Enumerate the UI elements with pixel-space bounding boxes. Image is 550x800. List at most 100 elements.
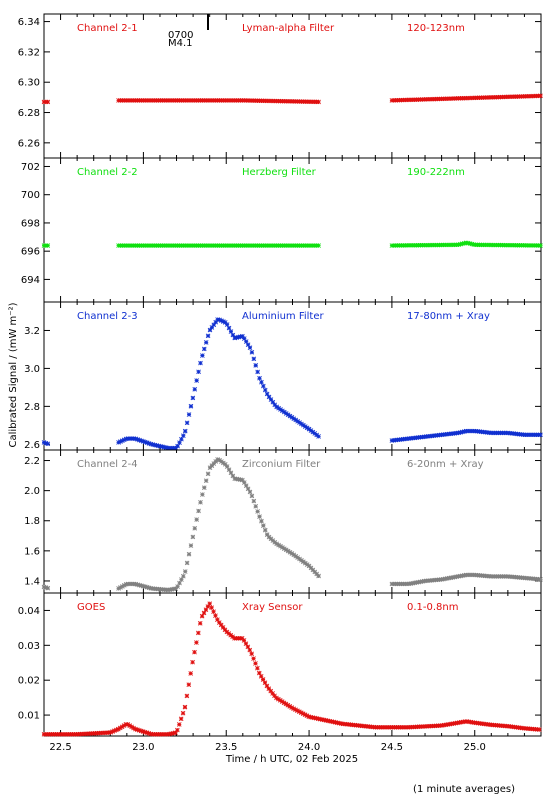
channel-label: Channel 2-3: [77, 311, 138, 322]
x-tick-label: 25.0: [464, 742, 486, 753]
data-point-p5-s1: [291, 706, 296, 711]
data-point-p2-s3: [469, 241, 475, 247]
data-point-p5-s1: [173, 730, 178, 736]
data-point-p3-s2: [146, 441, 152, 446]
data-point-p4-s2: [280, 545, 285, 550]
data-point-p4-s2: [276, 542, 281, 548]
data-point-p3-s2: [259, 379, 264, 385]
data-point-p5-s1: [287, 704, 293, 709]
data-point-p4-s2: [215, 457, 220, 462]
channel-label: Channel 2-2: [77, 167, 138, 178]
data-point-p5-s1: [295, 708, 300, 713]
data-point-p2-s3: [460, 241, 465, 247]
y-tick-label: 0.04: [18, 606, 40, 617]
data-point-p5-s1: [243, 641, 249, 646]
data-point-p4-s2: [200, 492, 205, 497]
data-point-p4-s2: [177, 580, 182, 586]
data-point-p5-s1: [140, 729, 146, 734]
data-point-p4-s2: [201, 485, 207, 490]
data-point-p3-s2: [198, 360, 203, 366]
data-point-p5-s1: [180, 710, 186, 716]
data-point-p4-s2: [203, 478, 209, 484]
data-point-p3-s2: [139, 438, 144, 444]
y-tick-label: 694: [21, 275, 40, 286]
data-point-p3-s2: [186, 412, 192, 417]
data-point-p5-s1: [197, 620, 203, 626]
data-point-p4-s2: [230, 473, 236, 479]
data-point-p4-s3: [538, 577, 543, 582]
filter-label: Herzberg Filter: [242, 167, 317, 178]
data-point-p3-s2: [133, 436, 139, 442]
data-point-p5-s1: [178, 716, 184, 722]
band-label: 6-20nm + Xray: [407, 459, 484, 470]
data-point-p3-s2: [245, 342, 251, 347]
data-point-p5-s1: [218, 622, 224, 628]
data-point-p3-s2: [120, 438, 125, 443]
data-point-p5-s1: [121, 723, 127, 728]
data-point-p5-s1: [184, 693, 190, 699]
data-point-p4-s2: [259, 518, 264, 524]
data-point-p3-s2: [194, 378, 199, 383]
data-point-p4-s2: [186, 551, 192, 557]
y-tick-label: 6.32: [18, 47, 40, 58]
data-point-p3-s2: [226, 325, 232, 331]
data-point-p4-s2: [241, 480, 247, 485]
y-tick-label: 0.02: [18, 676, 40, 687]
flare-class-label: M4.1: [168, 38, 193, 49]
data-point-p5-s1: [209, 605, 214, 610]
data-point-p5-s1: [131, 725, 136, 731]
y-tick-label: 0.03: [18, 641, 40, 652]
data-point-p4-s2: [245, 486, 251, 492]
data-point-p3-s2: [249, 349, 255, 355]
data-point-p4-s2: [175, 584, 180, 589]
data-point-p2-s3: [458, 241, 463, 247]
channel-label: Channel 2-1: [77, 23, 138, 34]
footnote: (1 minute averages): [413, 784, 515, 795]
y-tick-label: 700: [21, 190, 40, 201]
data-point-p5-s1: [289, 705, 294, 710]
data-point-p4-s2: [251, 498, 257, 504]
data-point-p5-s1: [268, 688, 274, 694]
data-point-p4-s2: [121, 583, 127, 588]
data-point-p5-s1: [138, 728, 144, 734]
data-point-p4-s2: [283, 547, 289, 553]
data-point-p3-s2: [228, 329, 234, 334]
data-point-p3-s2: [243, 339, 249, 344]
x-tick-label: 24.0: [298, 742, 320, 753]
data-point-p5-s1: [110, 729, 115, 734]
data-point-p5-s1: [112, 728, 117, 734]
data-point-p5-s1: [199, 613, 205, 619]
data-point-p4-s2: [194, 517, 199, 522]
y-tick-label: 6.30: [18, 78, 40, 89]
data-point-p5-s1: [203, 607, 209, 613]
data-point-p3-s2: [144, 440, 150, 446]
y-tick-label: 2.0: [24, 486, 40, 497]
data-point-p3-s2: [257, 375, 262, 381]
data-point-p4-s1: [45, 585, 51, 591]
data-point-p5-s1: [205, 604, 211, 609]
data-point-p5-s1: [108, 730, 113, 735]
data-point-p3-s2: [241, 336, 247, 341]
data-point-p3-s2: [182, 428, 188, 434]
y-tick-label: 1.8: [24, 516, 40, 527]
data-point-p5-s1: [300, 711, 306, 716]
data-point-p3-s2: [255, 369, 260, 375]
data-point-p4-s2: [133, 581, 139, 587]
data-point-p4-s2: [116, 586, 121, 591]
data-point-p3-s1: [41, 440, 47, 445]
data-point-p4-s2: [249, 493, 255, 499]
data-point-p4-s2: [285, 548, 291, 554]
data-point-p3-s2: [184, 420, 190, 426]
data-point-p5-s1: [114, 727, 119, 733]
filter-label: Lyman-alpha Filter: [242, 23, 335, 34]
data-point-p3-s2: [264, 391, 270, 397]
data-point-p5-s1: [175, 727, 180, 733]
data-point-p5-s1: [136, 728, 142, 733]
data-point-p4-s2: [188, 543, 194, 548]
data-point-p5-s1: [182, 704, 188, 710]
data-point-p3-s2: [188, 403, 194, 409]
data-point-p4-s2: [316, 573, 321, 579]
data-point-p3-s2: [272, 402, 278, 408]
